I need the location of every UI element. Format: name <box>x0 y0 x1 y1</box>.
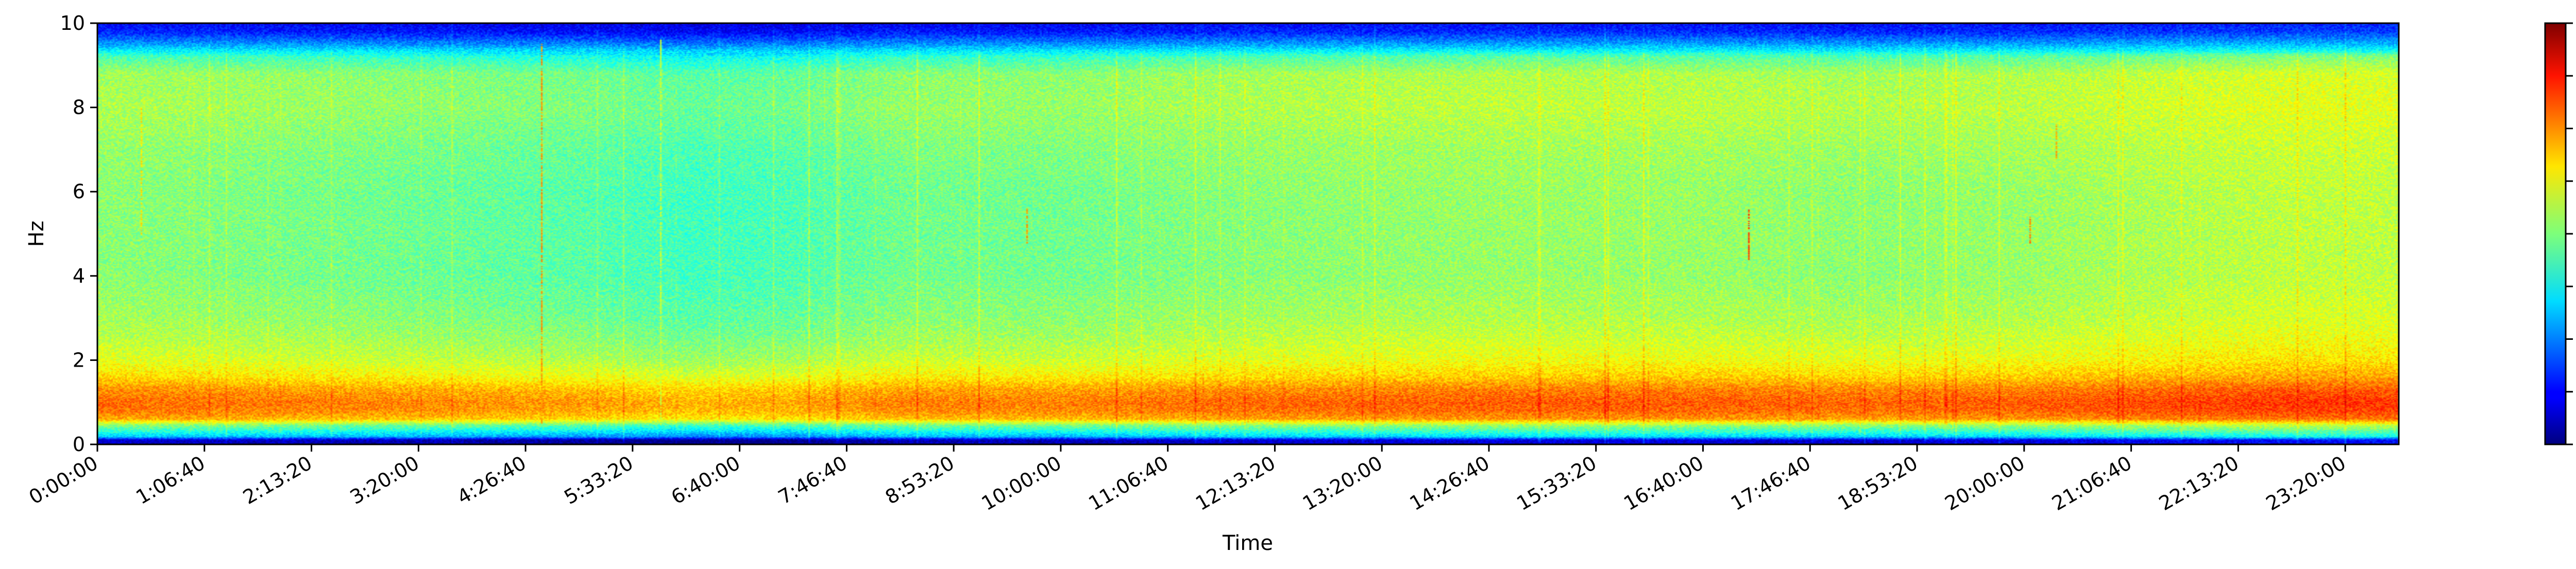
plot-frame <box>96 22 2400 445</box>
x-tick-label: 1:06:40 <box>132 452 209 509</box>
y-tick-label: 8 <box>73 96 85 119</box>
x-tick-label: 21:06:40 <box>2048 452 2136 515</box>
x-tick-label: 7:46:40 <box>774 452 851 509</box>
x-tick-label: 4:26:40 <box>453 452 530 509</box>
x-tick-label: 15:33:20 <box>1513 452 1600 515</box>
x-tick-label: 17:46:40 <box>1727 452 1815 515</box>
colorbar-gradient <box>2545 23 2566 444</box>
y-axis: 0 2 4 6 8 10 <box>60 12 97 456</box>
x-tick-label: 14:26:40 <box>1406 452 1494 515</box>
y-tick-label: 4 <box>73 265 85 287</box>
x-axis: 0:00:00 1:06:40 2:13:20 3:20:00 4:26:40 5:33:… <box>25 444 2350 515</box>
x-tick-label: 22:13:20 <box>2155 452 2243 515</box>
x-tick-label: 20:00:00 <box>1941 452 2029 515</box>
x-tick-label: 3:20:00 <box>346 452 423 509</box>
x-tick-label: 23:20:00 <box>2262 452 2350 515</box>
y-tick-label: 10 <box>60 12 85 35</box>
y-tick-label: 6 <box>73 180 85 203</box>
x-tick-label: 18:53:20 <box>1834 452 1922 515</box>
x-tick-label: 5:33:20 <box>560 452 637 509</box>
colorbar: +0 dB-10 dB-20 dB-30 dB-40 dB-50 dB-60 d… <box>2544 22 2573 445</box>
x-tick-label: 0:00:00 <box>25 452 102 509</box>
x-tick-label: 8:53:20 <box>882 452 958 509</box>
y-tick-label: 2 <box>73 349 85 371</box>
colorbar-ticks: +0 dB-10 dB-20 dB-30 dB-40 dB-50 dB-60 d… <box>2566 22 2573 445</box>
y-tick-label: 0 <box>73 433 85 456</box>
x-tick-label: 2:13:20 <box>239 452 316 509</box>
spectrogram-plot <box>96 22 2400 445</box>
spectrogram-raster <box>97 23 2399 444</box>
x-tick-label: 13:20:00 <box>1299 452 1386 515</box>
x-tick-label: 6:40:00 <box>667 452 744 509</box>
y-axis-label: Hz <box>25 220 48 247</box>
x-tick-label: 10:00:00 <box>978 452 1065 515</box>
x-tick-label: 11:06:40 <box>1084 452 1172 515</box>
x-tick-label: 12:13:20 <box>1192 452 1279 515</box>
x-axis-label: Time <box>1222 531 1273 555</box>
x-tick-label: 16:40:00 <box>1620 452 1707 515</box>
